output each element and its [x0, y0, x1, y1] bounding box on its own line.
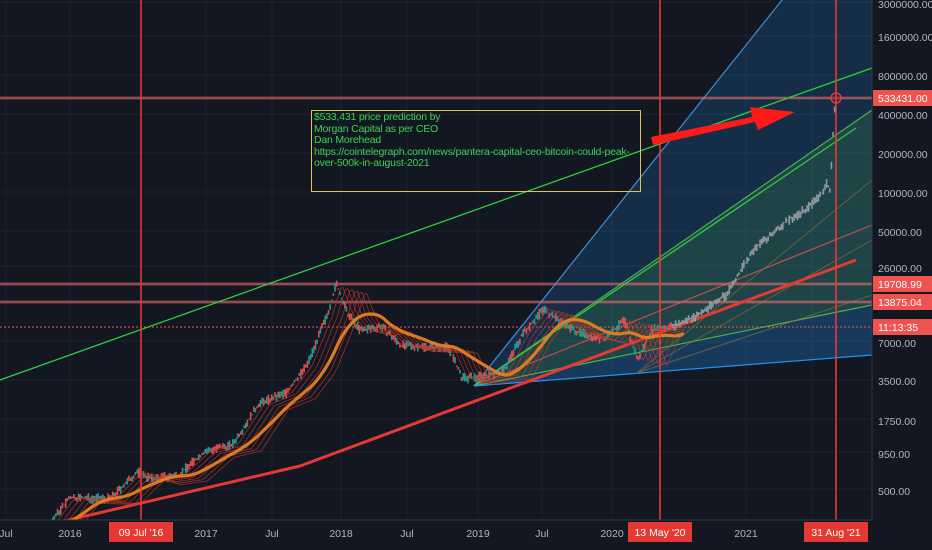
- red-trend-line-ext: [61, 464, 301, 520]
- price-label-19708.99: 19708.99: [878, 279, 922, 291]
- green-fan-line-1: [473, 109, 872, 387]
- y-tick-label: 200000.00: [878, 149, 928, 161]
- green-fan-steep: [473, 127, 857, 387]
- minor-fan-line-2: [636, 294, 872, 374]
- red-trend-line: [299, 258, 857, 468]
- y-tick-label: 3500.00: [878, 376, 916, 388]
- x-tick-label: 2017: [194, 528, 218, 540]
- y-tick-label: 50000.00: [878, 227, 922, 239]
- ma-ribbon-2: [68, 289, 686, 520]
- annotation-line-1: $533,431 price prediction by: [314, 111, 441, 123]
- annotation-line-3: Dan Morehead: [314, 134, 382, 146]
- blue-fan-upper-line: [473, 0, 783, 387]
- price-label-13875.04: 13875.04: [878, 297, 922, 309]
- x-tick-label: 2021: [734, 528, 758, 540]
- minor-fan-line-1: [636, 239, 872, 374]
- price-label-box: [873, 294, 932, 310]
- x-tick-label: 2020: [600, 528, 624, 540]
- x-tick-label: Jul: [535, 528, 548, 540]
- y-tick-label: 7000.00: [878, 338, 916, 350]
- x-tick-label: 2019: [466, 528, 490, 540]
- date-marker-box: [109, 522, 173, 542]
- x-tick-label: Jul: [265, 528, 278, 540]
- price-label-11:13:35: 11:13:35: [878, 322, 918, 334]
- date-marker-label: 13 May '20: [634, 527, 685, 539]
- y-tick-label: 3000000.00: [878, 0, 932, 11]
- y-tick-label: 100000.00: [878, 188, 928, 200]
- date-marker-label: 31 Aug '21: [811, 527, 860, 539]
- annotation-line-5: https://cointelegraph.com/news/pantera-c…: [314, 145, 630, 158]
- annotation-line-2: Morgan Capital as per CEO: [314, 122, 438, 135]
- y-tick-label: 950.00: [878, 449, 910, 461]
- y-tick-label: 400000.00: [878, 110, 928, 122]
- green-trend-line: [0, 67, 872, 381]
- date-marker-box: [804, 522, 868, 542]
- prediction-annotation: $533,431 price prediction by Morgan Capi…: [311, 110, 641, 192]
- green-fan-line-2: [473, 304, 872, 387]
- annotation-line-6: over-500k-in-august-2021: [314, 157, 430, 169]
- y-tick-label: 800000.00: [878, 71, 928, 83]
- price-label-box: [873, 276, 932, 292]
- x-tick-label: Jul: [400, 528, 413, 540]
- y-tick-label: 1600000.00: [878, 32, 932, 44]
- blue-fan-lower-line: [473, 354, 872, 387]
- y-tick-label: 1750.00: [878, 416, 916, 428]
- ema-line: [70, 312, 685, 520]
- date-marker-label: 09 Jul '16: [119, 527, 164, 539]
- price-label-533431.00: 533431.00: [878, 93, 928, 105]
- red-arrow: [651, 107, 795, 145]
- price-label-box: [873, 90, 932, 106]
- date-marker-box: [628, 522, 692, 542]
- y-tick-label: 26000.00: [878, 263, 922, 275]
- minor-fan-line-0: [636, 179, 872, 374]
- ma-ribbon-0: [57, 287, 684, 520]
- x-tick-label: 2018: [329, 528, 353, 540]
- red-fan-line: [473, 224, 872, 387]
- price-label-box: [873, 319, 932, 335]
- x-tick-label: Jul: [0, 528, 13, 540]
- x-tick-label: 2016: [58, 528, 82, 540]
- y-tick-label: 500.00: [878, 486, 910, 498]
